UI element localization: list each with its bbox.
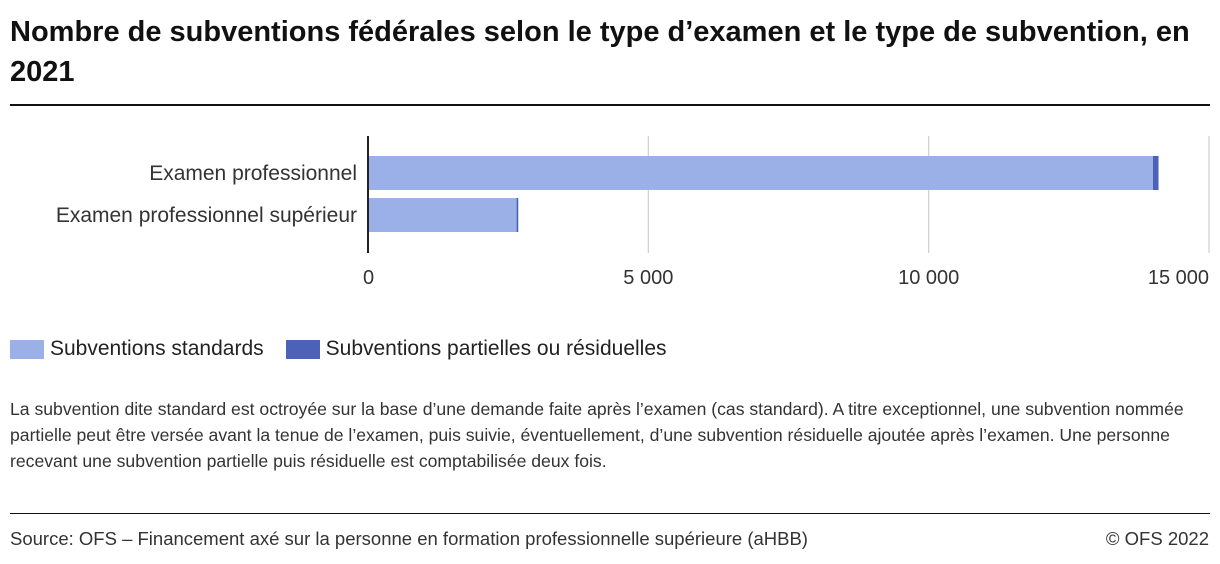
copyright-text: © OFS 2022 bbox=[1105, 528, 1209, 549]
bar-standard-1 bbox=[368, 198, 517, 232]
legend-item-standard: Subventions standards bbox=[10, 337, 264, 361]
source-text: Source: OFS – Financement axé sur la per… bbox=[10, 528, 808, 549]
legend-label-standard: Subventions standards bbox=[50, 337, 264, 360]
legend-swatch-standard bbox=[10, 339, 44, 359]
bar-partial-1 bbox=[516, 198, 519, 232]
bar-partial-0 bbox=[1152, 156, 1159, 190]
chart-legend: Subventions standards Subventions partie… bbox=[10, 337, 689, 361]
legend-item-partial: Subventions partielles ou résiduelles bbox=[285, 337, 667, 361]
category-label: Examen professionnel supérieur bbox=[56, 204, 357, 227]
title-divider bbox=[10, 104, 1210, 106]
chart-footnote: La subvention dite standard est octroyée… bbox=[10, 399, 1184, 471]
bar-standard-0 bbox=[368, 156, 1153, 190]
x-tick-label: 15 000 bbox=[1148, 267, 1209, 289]
x-tick-label: 0 bbox=[363, 267, 374, 289]
x-tick-label: 10 000 bbox=[898, 267, 959, 289]
x-tick-label: 5 000 bbox=[623, 267, 673, 289]
footer-divider bbox=[10, 513, 1210, 514]
category-label: Examen professionnel bbox=[149, 162, 357, 185]
legend-label-partial: Subventions partielles ou résiduelles bbox=[325, 337, 667, 360]
chart-title: Nombre de subventions fédérales selon le… bbox=[10, 16, 1190, 88]
bar-chart: 0 5 000 10 000 15 000 Examen professionnel Ex… bbox=[56, 136, 1210, 289]
legend-swatch-partial bbox=[285, 339, 320, 359]
